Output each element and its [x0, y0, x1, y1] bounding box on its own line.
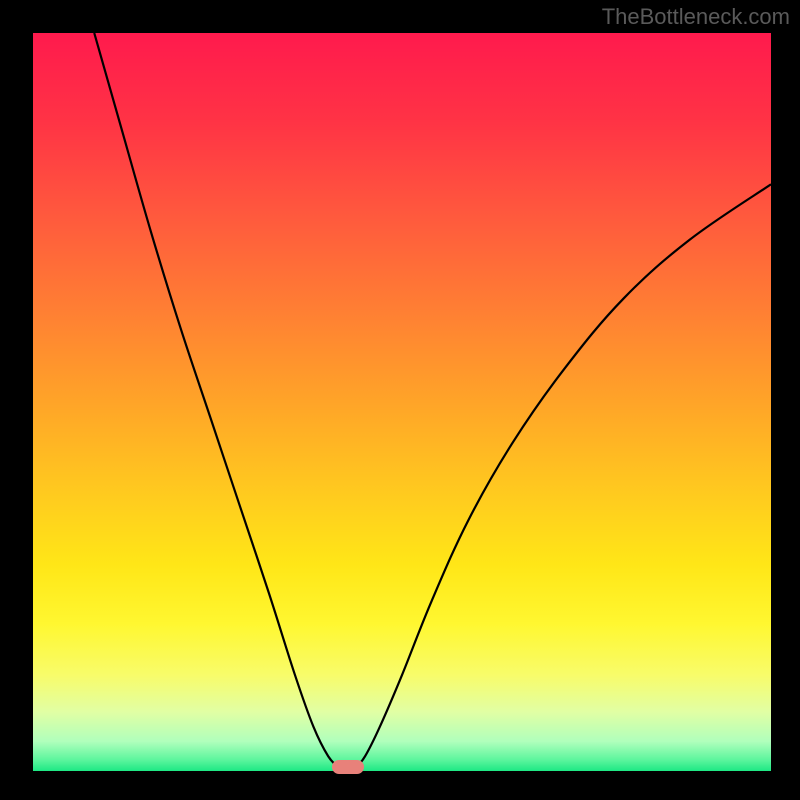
- plot-area: [33, 33, 771, 771]
- bottleneck-curve: [33, 33, 771, 771]
- watermark-text: TheBottleneck.com: [602, 4, 790, 30]
- chart-container: TheBottleneck.com: [0, 0, 800, 800]
- optimal-point-marker: [332, 760, 364, 774]
